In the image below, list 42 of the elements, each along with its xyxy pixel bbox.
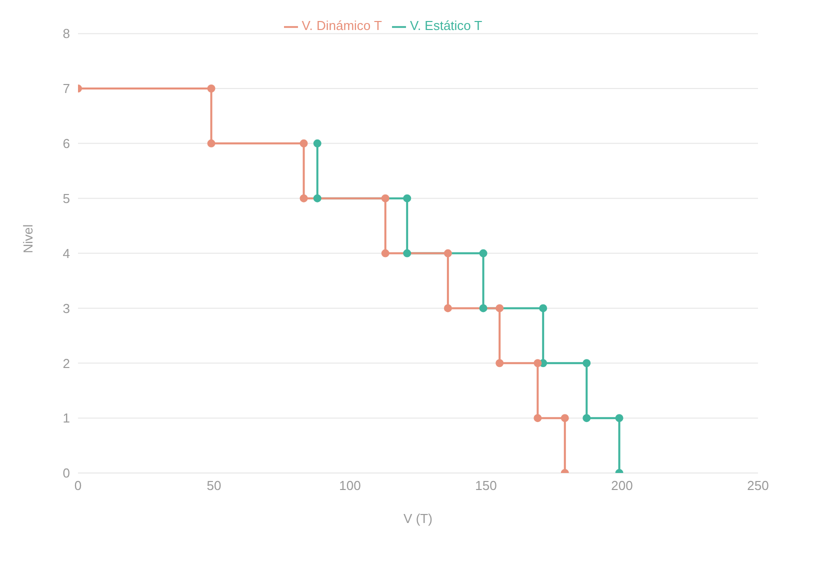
y-axis-title: Nivel [20,224,36,254]
x-tick-label: 250 [747,478,769,494]
y-tick-label: 4 [62,246,70,261]
x-tick-label: 200 [611,478,633,494]
y-tick-label: 7 [62,81,70,96]
y-tick-label: 6 [62,136,70,152]
point [444,249,452,258]
point [313,139,322,148]
legend-label: V. Estático T [410,18,482,33]
point [539,304,548,312]
y-tick-label: 8 [62,26,70,42]
point [207,139,216,148]
point [479,304,488,312]
point [444,304,452,312]
point [300,139,308,148]
point [313,194,322,202]
y-tick-label: 2 [62,356,70,371]
point [534,359,542,368]
point [381,249,390,258]
point [300,194,308,202]
x-axis-title: V (T) [404,511,432,526]
point [403,249,412,258]
y-tick-label: 3 [62,300,70,316]
point [496,304,504,312]
point [560,414,569,422]
point [381,194,390,202]
point [207,84,216,92]
point [479,249,488,258]
point [496,359,504,368]
point [615,414,624,422]
point [534,414,542,422]
legend-label: V. Dinámico T [302,18,382,33]
y-tick-label: 0 [62,466,70,481]
y-tick-label: 5 [62,190,70,206]
point [582,359,591,368]
point [582,414,591,422]
point [403,194,412,202]
x-tick-label: 0 [74,478,82,494]
y-tick-label: 1 [62,410,70,426]
x-tick-label: 50 [206,478,222,494]
x-tick-label: 100 [339,478,361,494]
x-tick-label: 150 [475,478,497,494]
